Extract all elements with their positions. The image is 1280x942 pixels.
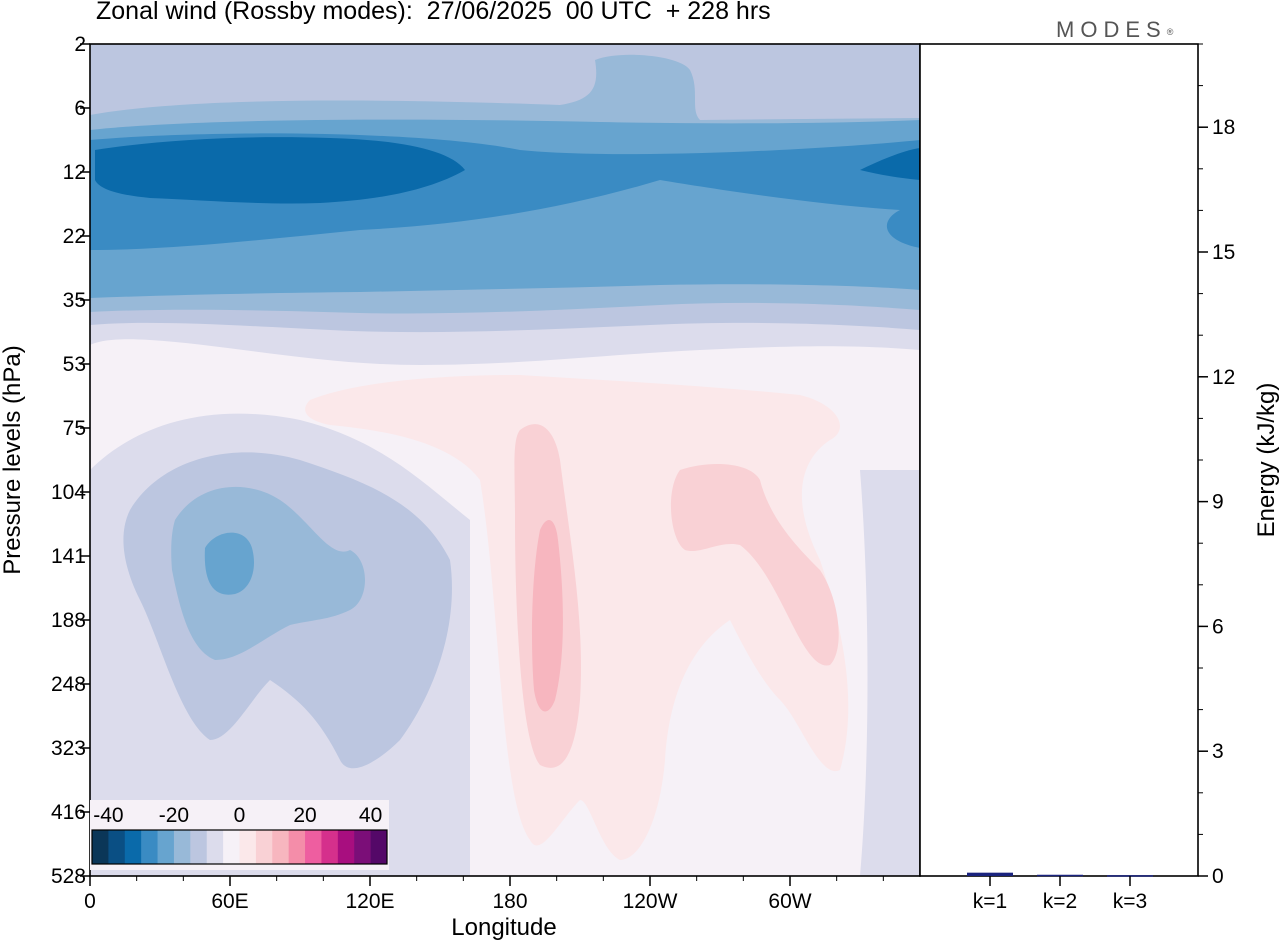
pressure-axis: 2 6 12 22 35 53 75 104 141 188 248 323 416 528	[51, 33, 90, 888]
colorbar-swatch	[239, 830, 257, 864]
y-tick-label: 22	[63, 225, 86, 248]
energy-tick-label: 12	[1212, 366, 1235, 389]
colorbar-tick-label: -40	[93, 804, 123, 827]
y-tick-label: 35	[63, 289, 86, 312]
y-tick-label: 2	[74, 33, 86, 56]
energy-axis-title: Energy (kJ/kg)	[1253, 383, 1280, 538]
bar-category-label: k=2	[1043, 890, 1077, 913]
colorbar-swatch	[321, 830, 339, 864]
longitude-axis: 0 60E 120E 180 120W 60W	[84, 876, 884, 913]
colorbar-swatch	[206, 830, 224, 864]
colorbar-swatch	[173, 830, 191, 864]
energy-plot-frame	[919, 43, 1199, 877]
colorbar-swatch	[190, 830, 208, 864]
colorbar-swatch	[141, 830, 159, 864]
x-tick-label: 180	[492, 890, 527, 913]
colorbar-tick-label: 40	[359, 804, 382, 827]
x-tick-label: 120E	[345, 890, 394, 913]
y-tick-label: 323	[51, 737, 86, 760]
energy-bar	[1037, 874, 1083, 877]
colorbar: -40 -20 0 20 40	[90, 800, 389, 870]
x-tick-label: 120W	[623, 890, 678, 913]
x-tick-label: 0	[84, 890, 96, 913]
colorbar-swatch	[354, 830, 372, 864]
colorbar-swatch	[288, 830, 306, 864]
colorbar-swatch	[108, 830, 126, 864]
colorbar-swatch	[272, 830, 290, 864]
colorbar-swatch	[337, 830, 355, 864]
energy-axis: 0 3 6 9 12 15 18	[1198, 43, 1235, 888]
y-tick-label: 188	[51, 609, 86, 632]
energy-bar	[967, 872, 1013, 876]
energy-tick-label: 9	[1212, 491, 1224, 514]
colorbar-swatch	[305, 830, 322, 864]
colorbar-swatch	[92, 830, 109, 864]
energy-bar	[1107, 875, 1153, 877]
wind-contour-field	[90, 44, 920, 876]
colorbar-swatch	[255, 830, 273, 864]
energy-tick-label: 15	[1212, 241, 1235, 264]
colorbar-frame	[91, 829, 388, 865]
colorbar-tick-label: 20	[293, 804, 316, 827]
energy-tick-label: 18	[1212, 116, 1235, 139]
energy-tick-label: 0	[1212, 865, 1224, 888]
y-tick-label: 528	[51, 865, 86, 888]
y-tick-label: 416	[51, 801, 86, 824]
energy-bars: k=1 k=2 k=3	[967, 872, 1153, 913]
y-tick-label: 12	[63, 161, 86, 184]
chart-title: Zonal wind (Rossby modes): 27/06/2025 00…	[96, 0, 771, 25]
energy-tick-label: 6	[1212, 615, 1224, 638]
colorbar-swatch	[124, 830, 142, 864]
colorbar-swatch	[370, 830, 388, 864]
x-tick-label: 60E	[211, 890, 248, 913]
bar-category-label: k=1	[973, 890, 1007, 913]
x-tick-label: 60W	[768, 890, 811, 913]
y-tick-label: 141	[51, 545, 86, 568]
registered-mark: ®	[1166, 27, 1174, 37]
y-tick-label: 6	[74, 97, 86, 120]
y-tick-label: 104	[51, 481, 86, 504]
x-axis-title: Longitude	[451, 914, 556, 941]
colorbar-swatch	[157, 830, 175, 864]
colorbar-tick-label: 0	[234, 804, 246, 827]
y-tick-label: 53	[63, 353, 86, 376]
y-tick-label: 248	[51, 673, 86, 696]
bar-category-label: k=3	[1113, 890, 1147, 913]
y-tick-label: 75	[63, 417, 86, 440]
energy-tick-label: 3	[1212, 740, 1224, 763]
colorbar-swatch	[223, 830, 240, 864]
y-axis-title: Pressure levels (hPa)	[0, 345, 26, 574]
colorbar-tick-label: -20	[159, 804, 189, 827]
modes-logo: MODES®	[1056, 17, 1174, 42]
